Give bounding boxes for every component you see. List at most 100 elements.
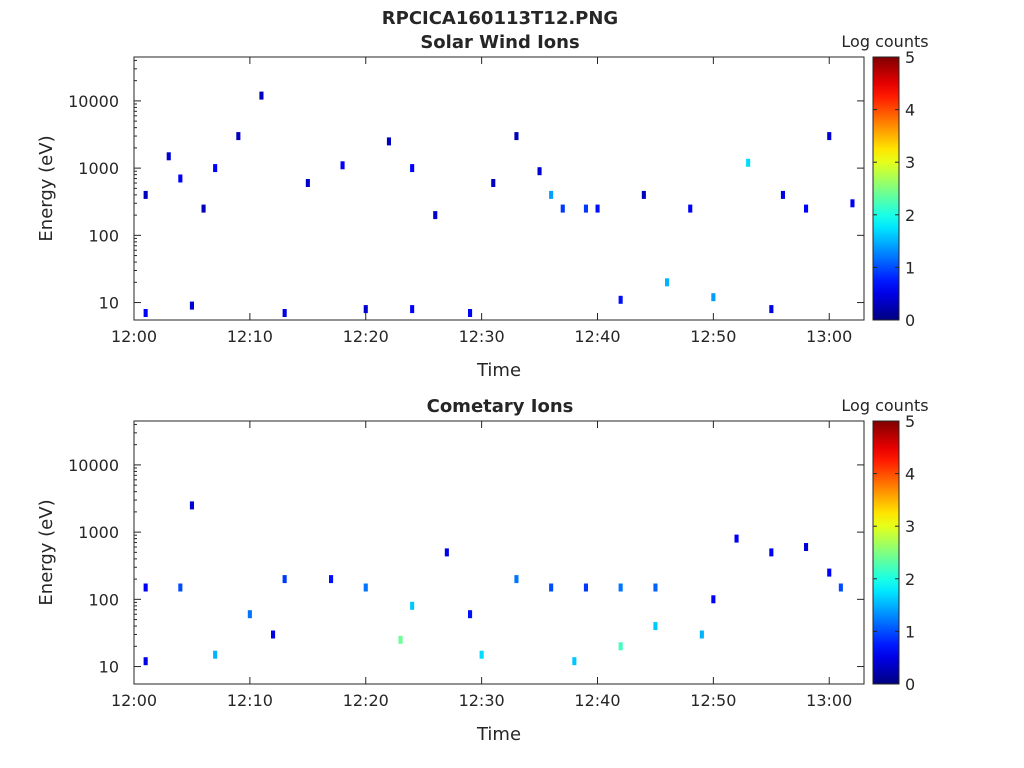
plot-area [134, 421, 864, 684]
spectrogram-cell [479, 650, 484, 659]
y-tick-label: 10 [99, 658, 119, 677]
colorbar [872, 56, 900, 321]
spectrogram-cell [746, 158, 751, 167]
colorbar-tick-label: 5 [905, 48, 915, 67]
panel-title: Solar Wind Ions [420, 32, 579, 53]
y-tick-label: 1000 [78, 523, 119, 542]
spectrogram-cell [305, 179, 310, 187]
y-tick-label: 10 [99, 294, 119, 313]
spectrogram-cell [143, 657, 148, 666]
spectrogram-cell [827, 568, 832, 577]
colorbar-tick-label: 2 [905, 206, 915, 225]
spectrogram-cell [560, 204, 565, 213]
spectrogram-cell [618, 583, 623, 592]
colorbar-tick-label: 1 [905, 258, 915, 277]
y-tick-label: 100 [88, 226, 119, 245]
spectrogram-cell [618, 642, 623, 651]
spectrogram-cell [827, 132, 832, 141]
spectrogram-cell [804, 204, 809, 213]
spectrogram-cell [653, 622, 658, 631]
spectrogram-cell [618, 295, 623, 304]
spectrogram-cell [271, 630, 276, 639]
spectrogram-cell [583, 583, 588, 592]
spectrogram-cell [178, 174, 183, 183]
y-axis-label: Energy (eV) [36, 135, 57, 241]
spectrogram-cell [711, 293, 716, 302]
spectrogram-cell [201, 204, 206, 213]
colorbar-tick-label: 0 [905, 675, 915, 694]
spectrogram-cell [247, 610, 252, 619]
spectrogram-cell [699, 630, 704, 639]
colorbar [872, 420, 900, 685]
spectrogram-cell [769, 305, 774, 314]
spectrogram-cell [433, 211, 438, 220]
spectrogram-cell [410, 601, 415, 610]
spectrogram-cell [595, 204, 600, 213]
spectrogram-cell [769, 548, 774, 557]
spectrogram-cell [537, 167, 542, 176]
x-tick-label: 12:40 [574, 691, 620, 710]
spectrogram-cell [386, 137, 391, 146]
spectrogram-cell [641, 190, 646, 199]
colorbar-label: Log counts [841, 32, 928, 51]
spectrogram-cell [178, 583, 183, 592]
x-tick-label: 13:00 [806, 691, 852, 710]
spectrogram-cell [143, 309, 148, 317]
spectrogram-cell [838, 583, 843, 592]
spectrogram-cell [468, 309, 473, 317]
spectrogram-cell [236, 132, 241, 141]
spectrogram-cell [363, 305, 368, 314]
spectrogram-cell [329, 575, 334, 584]
colorbar-tick-label: 4 [905, 101, 915, 120]
cometary-ions-panel: 12:00 12:10 12:20 12:30 12:40 12:50 13:00 10 100… [36, 396, 929, 745]
spectrogram-cell [514, 132, 519, 141]
x-tick-label: 13:00 [806, 327, 852, 346]
spectrogram-cell [572, 657, 577, 666]
spectrogram-cell [491, 179, 496, 187]
colorbar-label: Log counts [841, 396, 928, 415]
spectrogram-cell [189, 301, 194, 310]
x-tick-label: 12:50 [690, 327, 736, 346]
colorbar-tick-label: 3 [905, 517, 915, 536]
x-tick-label: 12:10 [227, 327, 273, 346]
colorbar-tick-label: 4 [905, 465, 915, 484]
x-tick-label: 12:00 [111, 691, 157, 710]
x-tick-label: 12:10 [227, 691, 273, 710]
spectrogram-cell [189, 501, 194, 510]
spectrogram-cell [166, 152, 171, 161]
spectrogram-cell [514, 575, 519, 584]
colorbar-tick-label: 5 [905, 412, 915, 431]
y-tick-label: 1000 [78, 159, 119, 178]
spectrogram-cell [468, 610, 473, 619]
spectrogram-cell [780, 190, 785, 199]
panel-title: Cometary Ions [427, 396, 574, 417]
x-axis-label: Time [476, 360, 521, 381]
spectrogram-cell [410, 305, 415, 314]
colorbar-tick-label: 3 [905, 153, 915, 172]
colorbar-tick-label: 2 [905, 570, 915, 589]
y-tick-label: 100 [88, 590, 119, 609]
spectrogram-cell [143, 190, 148, 199]
spectrogram-cell [804, 543, 809, 551]
spectrogram-cell [143, 583, 148, 592]
x-tick-label: 12:20 [343, 327, 389, 346]
x-axis-label: Time [476, 724, 521, 745]
spectrogram-cell [688, 204, 693, 213]
x-tick-label: 12:50 [690, 691, 736, 710]
spectrogram-cell [259, 91, 264, 100]
spectrogram-cell [734, 534, 739, 543]
x-tick-label: 12:30 [459, 327, 505, 346]
x-tick-label: 12:30 [459, 691, 505, 710]
spectrogram-cell [653, 583, 658, 592]
spectrogram-cell [549, 190, 554, 199]
x-tick-label: 12:20 [343, 691, 389, 710]
y-tick-label: 10000 [68, 456, 119, 475]
spectrogram-cell [410, 164, 415, 173]
y-tick-label: 10000 [68, 92, 119, 111]
spectrogram-cell [282, 575, 287, 584]
plot-area [134, 57, 864, 320]
spectrogram-cell [850, 199, 855, 208]
spectrogram-cell [363, 583, 368, 592]
y-axis-label: Energy (eV) [36, 499, 57, 605]
spectrogram-cell [583, 204, 588, 213]
